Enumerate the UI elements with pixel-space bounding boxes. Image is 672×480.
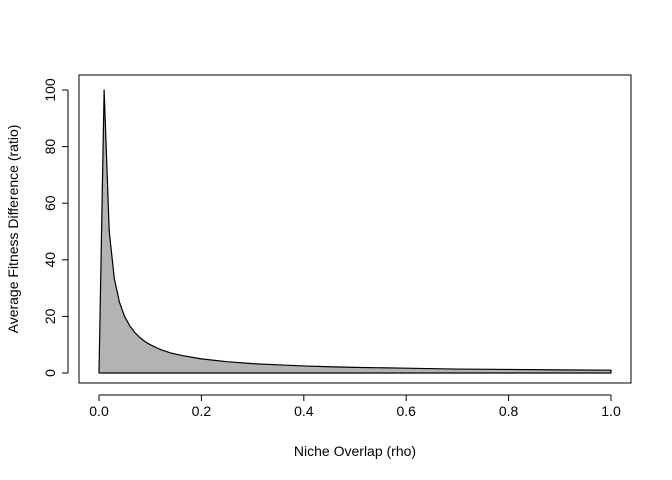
x-tick-label: 1.0 [601,403,621,419]
y-tick-label: 40 [42,252,58,268]
x-tick-label: 0.6 [396,403,416,419]
y-tick-label: 100 [42,78,58,102]
y-tick-label: 80 [42,139,58,155]
y-axis-label: Average Fitness Difference (ratio) [5,125,21,334]
y-tick-label: 60 [42,195,58,211]
y-tick-label: 20 [42,308,58,324]
plot-frame [78,74,632,384]
x-tick-label: 0.0 [89,403,109,419]
y-tick-label: 0 [42,369,58,377]
x-tick-label: 0.4 [294,403,314,419]
x-tick-label: 0.2 [192,403,212,419]
x-tick-label: 0.8 [499,403,519,419]
axes: 0.0 0.2 0.4 0.6 0.8 1.0 0 20 40 60 80 100 [42,78,621,419]
series-area [98,89,612,374]
x-axis-label: Niche Overlap (rho) [294,443,416,459]
plot-area [98,89,612,374]
